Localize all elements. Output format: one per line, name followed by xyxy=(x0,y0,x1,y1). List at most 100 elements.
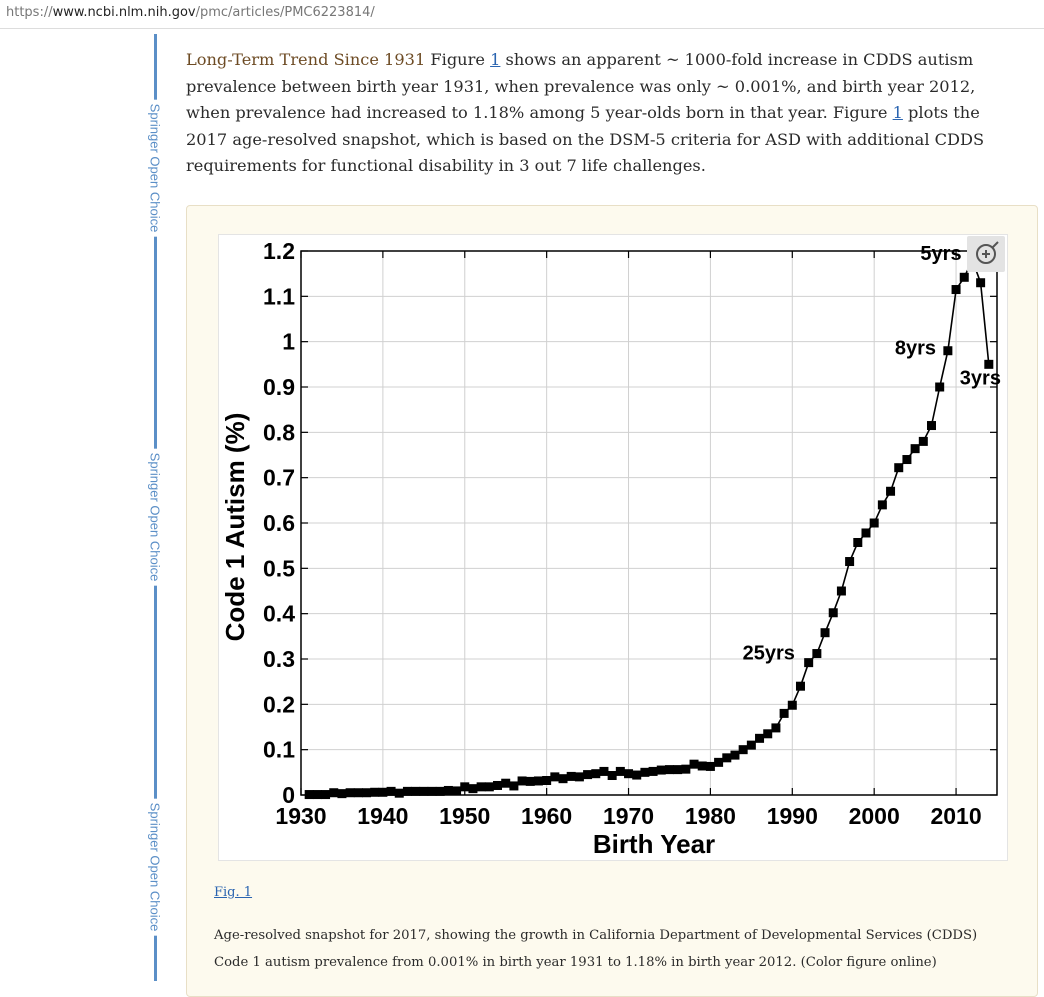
y-axis-label: Code 1 Autism (%) xyxy=(220,413,250,642)
data-point xyxy=(632,770,642,780)
data-point xyxy=(673,765,683,775)
data-point xyxy=(738,745,748,755)
data-point xyxy=(943,346,953,356)
data-point xyxy=(345,788,355,798)
data-point xyxy=(894,463,904,473)
zoom-in-icon xyxy=(976,241,999,264)
data-point xyxy=(714,757,724,767)
data-point xyxy=(779,708,789,718)
y-tick-label: 1 xyxy=(282,329,295,355)
annotation-label: 5yrs xyxy=(920,243,961,265)
data-point xyxy=(452,786,462,796)
data-point xyxy=(795,681,805,691)
x-tick-label: 1940 xyxy=(357,803,408,829)
y-tick-label: 0.4 xyxy=(263,601,295,627)
paragraph-text: Figure xyxy=(425,50,491,69)
data-point xyxy=(378,787,388,797)
data-point xyxy=(304,790,314,800)
data-point xyxy=(681,764,691,774)
sidebar-label[interactable]: Springer Open Choice xyxy=(145,448,165,586)
data-point xyxy=(607,771,617,781)
data-point xyxy=(853,537,863,547)
data-point xyxy=(722,753,732,763)
data-point xyxy=(771,723,781,733)
x-tick-label: 1970 xyxy=(603,803,654,829)
data-point xyxy=(902,455,912,465)
data-point xyxy=(501,778,511,788)
data-point xyxy=(861,528,871,538)
sidebar-label[interactable]: Springer Open Choice xyxy=(145,99,165,237)
y-tick-label: 0.8 xyxy=(263,419,295,445)
x-axis-label: Birth Year xyxy=(593,829,715,859)
data-point xyxy=(812,649,822,659)
data-point xyxy=(517,776,527,786)
data-point xyxy=(337,789,347,799)
sidebar-label[interactable]: Springer Open Choice xyxy=(145,798,165,936)
x-tick-label: 1990 xyxy=(767,803,818,829)
data-point xyxy=(697,761,707,771)
url-text[interactable]: https://www.ncbi.nlm.nih.gov/pmc/article… xyxy=(6,5,375,20)
data-point xyxy=(419,786,429,796)
url-host: www.ncbi.nlm.nih.gov xyxy=(52,5,196,20)
data-point xyxy=(664,765,674,775)
data-point xyxy=(705,761,715,771)
data-point xyxy=(484,782,494,792)
data-point xyxy=(468,784,478,794)
data-point xyxy=(877,500,887,510)
data-point xyxy=(566,771,576,781)
figure-ref-link[interactable]: 1 xyxy=(490,50,501,69)
data-point xyxy=(591,769,601,779)
data-point xyxy=(926,421,936,431)
data-point xyxy=(460,782,470,792)
y-tick-label: 1.2 xyxy=(263,238,295,264)
data-point xyxy=(746,740,756,750)
y-tick-label: 0.3 xyxy=(263,646,295,672)
data-point xyxy=(828,608,838,618)
y-tick-label: 0.6 xyxy=(263,510,295,536)
address-bar[interactable]: https://www.ncbi.nlm.nih.gov/pmc/article… xyxy=(0,0,1044,29)
paragraph-text: shows an apparent ~ 1000-fold increase i… xyxy=(186,50,976,122)
figure-image[interactable]: 1930 1940 1950 1960 1970 1980 1990 2000 2010 0 0.1… xyxy=(218,234,1008,861)
url-path: /pmc/articles/PMC6223814/ xyxy=(195,5,375,20)
data-point xyxy=(312,790,322,800)
y-tick-label: 0.7 xyxy=(263,465,295,491)
data-point xyxy=(615,766,625,776)
data-point xyxy=(525,776,535,786)
data-point xyxy=(533,776,543,786)
data-point xyxy=(386,786,396,796)
data-point xyxy=(435,786,445,796)
data-point xyxy=(411,786,421,796)
data-point xyxy=(648,766,658,776)
data-point xyxy=(599,766,609,776)
data-point xyxy=(583,770,593,780)
figure-ref-link[interactable]: 1 xyxy=(892,103,903,122)
data-point xyxy=(951,285,961,295)
y-tick-label: 0.1 xyxy=(263,737,295,763)
data-point xyxy=(321,790,331,800)
paragraph-text: plots the 2017 age-resolved snapshot, wh… xyxy=(186,103,985,175)
x-tick-label: 1930 xyxy=(275,803,326,829)
data-point xyxy=(427,786,437,796)
data-point xyxy=(845,557,855,567)
data-point xyxy=(976,278,986,288)
data-point xyxy=(869,518,879,528)
y-tick-label: 0 xyxy=(282,782,295,808)
data-point xyxy=(820,628,830,638)
data-point xyxy=(755,733,765,743)
data-point xyxy=(542,775,552,785)
data-point xyxy=(984,359,994,369)
zoom-button[interactable] xyxy=(967,236,1005,272)
data-point xyxy=(493,780,503,790)
data-point xyxy=(624,769,634,779)
y-tick-label: 1.1 xyxy=(263,283,295,309)
data-point xyxy=(574,772,584,782)
data-point xyxy=(730,750,740,760)
data-point xyxy=(959,272,969,282)
data-point xyxy=(787,700,797,710)
data-point xyxy=(402,786,412,796)
data-point xyxy=(476,782,486,792)
y-tick-label: 0.2 xyxy=(263,691,295,717)
data-point xyxy=(640,767,650,777)
figure-caption: Age-resolved snapshot for 2017, showing … xyxy=(214,928,978,970)
figure-link[interactable]: Fig. 1 xyxy=(214,885,253,900)
